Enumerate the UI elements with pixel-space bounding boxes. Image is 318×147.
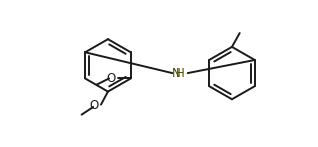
Text: H: H [176,67,184,80]
Text: O: O [107,72,116,85]
Text: O: O [89,99,99,112]
Text: N: N [172,67,181,80]
